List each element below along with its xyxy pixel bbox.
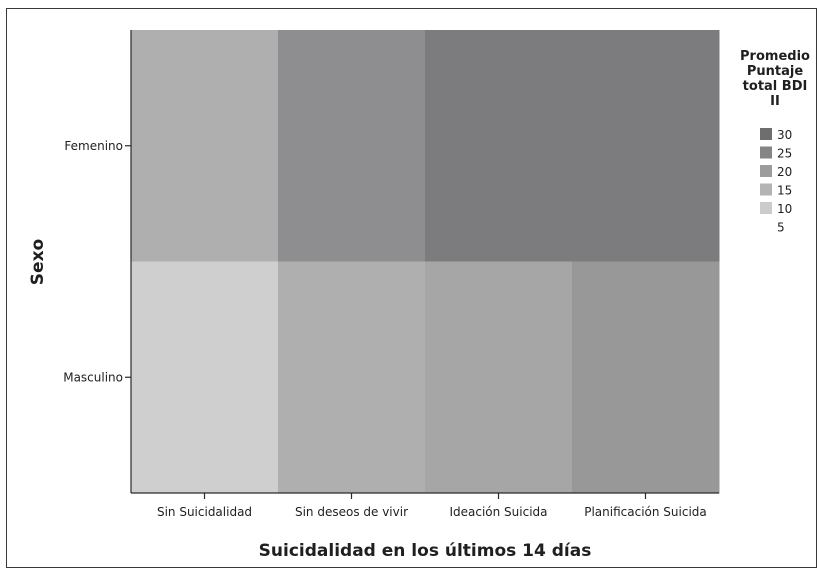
legend-title-line: total BDI (743, 79, 808, 94)
x-axis-title: Suicidalidad en los últimos 14 días (259, 541, 592, 561)
y-tick-label: Masculino (63, 370, 123, 384)
legend-label: 5 (777, 221, 785, 235)
heatmap-cell-0-1 (278, 30, 426, 262)
legend-label: 15 (777, 184, 792, 198)
heatmap-cells (131, 30, 720, 494)
heatmap-cell-1-2 (425, 261, 573, 494)
x-tick-label: Ideación Suicida (449, 505, 547, 519)
heatmap-cell-1-3 (572, 261, 720, 494)
x-tick-label: Sin Suicidalidad (157, 505, 252, 519)
heatmap-cell-1-0 (131, 261, 279, 494)
x-tick-label: Planificación Suicida (584, 505, 707, 519)
heatmap-cell-0-3 (572, 30, 720, 262)
legend-swatch (760, 165, 772, 177)
legend-swatch (760, 128, 772, 140)
legend-label: 20 (777, 165, 792, 179)
legend-items: 30 25 20 15 10 5 (760, 128, 792, 235)
legend-label: 25 (777, 147, 792, 161)
y-tick-label: Femenino (64, 139, 123, 153)
x-tick-label: Sin deseos de vivir (295, 505, 408, 519)
heatmap-cell-0-2 (425, 30, 573, 262)
heatmap-cell-0-0 (131, 30, 279, 262)
legend-swatch (760, 146, 772, 159)
y-axis-ticks: Femenino Masculino (63, 139, 131, 384)
legend-title-line: Puntaje (747, 64, 803, 79)
legend-label: 10 (777, 202, 792, 216)
chart-axes (130, 30, 719, 494)
legend-swatch (760, 202, 772, 214)
x-axis-ticks: Sin Suicidalidad Sin deseos de vivir Ideac… (157, 493, 707, 519)
legend-title-line: Promedio (740, 49, 810, 64)
heatmap-cell-1-1 (278, 261, 426, 494)
legend-swatch (760, 183, 772, 196)
legend-title-line: II (770, 94, 780, 109)
y-axis-title: Sexo (28, 239, 48, 285)
legend-label: 30 (777, 128, 792, 142)
